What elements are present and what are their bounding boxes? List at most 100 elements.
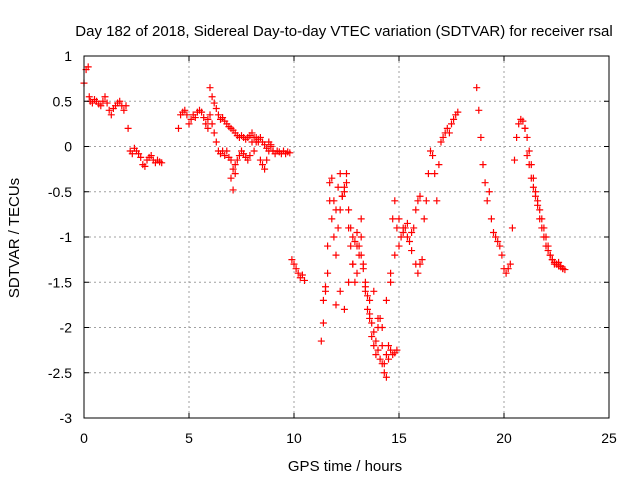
data-point bbox=[208, 120, 216, 128]
data-point bbox=[326, 179, 334, 187]
data-point bbox=[385, 342, 392, 350]
data-point bbox=[135, 150, 143, 158]
data-point bbox=[328, 215, 336, 223]
data-point bbox=[368, 333, 376, 341]
y-tick-label: 0.5 bbox=[53, 93, 73, 109]
data-point bbox=[403, 233, 411, 241]
data-point bbox=[393, 224, 401, 232]
y-tick-label: 1 bbox=[64, 48, 72, 64]
data-point bbox=[380, 360, 388, 368]
data-point bbox=[437, 138, 445, 146]
x-axis-label: GPS time / hours bbox=[288, 458, 402, 475]
data-point bbox=[546, 251, 554, 259]
data-point bbox=[212, 138, 220, 146]
data-point bbox=[508, 224, 516, 232]
data-point bbox=[244, 156, 252, 164]
data-point bbox=[353, 242, 361, 250]
data-point bbox=[298, 271, 306, 279]
data-point bbox=[345, 224, 353, 232]
data-point bbox=[206, 84, 214, 92]
data-point bbox=[487, 215, 495, 223]
data-point bbox=[483, 197, 491, 205]
data-point bbox=[387, 346, 395, 354]
data-point bbox=[116, 97, 124, 105]
data-point bbox=[521, 124, 529, 132]
data-point bbox=[332, 251, 340, 259]
data-point bbox=[219, 114, 227, 122]
data-point bbox=[328, 174, 336, 182]
data-point bbox=[336, 287, 344, 295]
data-point bbox=[523, 133, 531, 141]
data-point bbox=[355, 251, 363, 259]
data-point bbox=[368, 319, 376, 327]
data-point bbox=[229, 165, 237, 173]
data-point bbox=[536, 206, 544, 214]
data-point bbox=[84, 63, 92, 71]
data-point bbox=[382, 296, 390, 304]
data-point bbox=[378, 342, 386, 350]
data-point bbox=[227, 156, 235, 164]
data-point bbox=[427, 147, 434, 155]
data-point bbox=[286, 149, 294, 157]
data-point bbox=[410, 224, 418, 232]
data-point bbox=[221, 152, 229, 160]
data-point bbox=[366, 314, 374, 322]
chart-title: Day 182 of 2018, Sidereal Day-to-day VTE… bbox=[75, 23, 612, 40]
data-point bbox=[227, 174, 235, 182]
data-point bbox=[212, 104, 220, 112]
data-point bbox=[147, 152, 155, 160]
data-point bbox=[391, 197, 399, 205]
data-point bbox=[324, 242, 332, 250]
data-point bbox=[361, 287, 369, 295]
data-point bbox=[85, 93, 93, 101]
data-point bbox=[540, 224, 548, 232]
data-point bbox=[124, 124, 132, 132]
data-point bbox=[424, 170, 432, 178]
data-point bbox=[317, 337, 325, 345]
data-point bbox=[349, 233, 357, 241]
data-point bbox=[103, 99, 111, 107]
data-point bbox=[99, 97, 107, 105]
data-point bbox=[382, 351, 390, 359]
data-point bbox=[376, 355, 384, 363]
data-point bbox=[359, 260, 367, 268]
data-point bbox=[248, 129, 256, 137]
data-point bbox=[395, 215, 403, 223]
x-tick-label: 25 bbox=[601, 430, 617, 446]
data-point bbox=[319, 296, 327, 304]
data-point bbox=[235, 152, 243, 160]
data-point bbox=[338, 192, 346, 200]
data-point bbox=[332, 301, 340, 309]
data-point bbox=[408, 228, 416, 236]
data-point bbox=[250, 147, 258, 155]
data-point bbox=[435, 161, 443, 169]
data-point bbox=[101, 93, 109, 101]
data-point bbox=[445, 129, 453, 137]
data-point bbox=[403, 219, 411, 227]
data-point bbox=[374, 346, 382, 354]
y-tick-label: -2 bbox=[60, 320, 73, 336]
data-point bbox=[485, 188, 493, 196]
data-point bbox=[206, 111, 214, 119]
data-point bbox=[288, 256, 296, 264]
data-point bbox=[370, 287, 378, 295]
x-tick-label: 5 bbox=[185, 430, 193, 446]
y-tick-label: -0.5 bbox=[48, 184, 72, 200]
y-tick-label: -3 bbox=[60, 410, 73, 426]
data-point bbox=[252, 133, 260, 141]
data-point bbox=[538, 215, 546, 223]
data-point bbox=[187, 115, 195, 123]
data-point bbox=[336, 170, 344, 178]
data-point bbox=[120, 106, 128, 114]
x-tick-label: 0 bbox=[80, 430, 88, 446]
data-point bbox=[475, 106, 483, 114]
data-point bbox=[324, 269, 332, 277]
data-point bbox=[370, 342, 378, 350]
data-point bbox=[223, 147, 231, 155]
data-point bbox=[97, 102, 105, 110]
data-marks bbox=[80, 63, 569, 381]
data-point bbox=[548, 256, 556, 264]
data-point bbox=[290, 260, 298, 268]
data-point bbox=[343, 170, 350, 178]
data-point bbox=[555, 258, 563, 266]
